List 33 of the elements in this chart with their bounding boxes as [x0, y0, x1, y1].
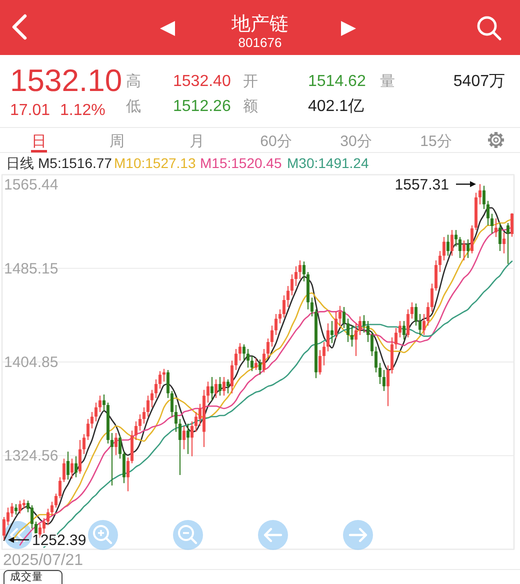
text: 高: [126, 73, 141, 90]
text: 402.1亿: [308, 98, 364, 115]
text: 量: [380, 73, 395, 90]
text: 周: [110, 133, 124, 150]
text: 成交量: [10, 570, 43, 583]
y-tick-label: 1404.85: [4, 354, 58, 372]
chart-title: 地产链: [230, 14, 288, 35]
text: 额: [243, 98, 258, 115]
y-tick-label: 1485.15: [4, 260, 58, 278]
text: 1512.26: [173, 98, 231, 115]
text: M30:1491.24: [287, 155, 369, 171]
legend-title: 日线: [6, 155, 34, 171]
text: 月: [190, 133, 204, 150]
text: 15分: [420, 133, 452, 150]
text: 30分: [340, 133, 372, 150]
text: 1514.62: [308, 73, 366, 90]
text: 日: [32, 133, 46, 150]
text: 60分: [260, 133, 292, 150]
text: 17.01: [10, 102, 50, 119]
text: 1532.40: [173, 73, 231, 90]
text: 2025/07/21: [3, 552, 84, 569]
text: M15:1520.45: [200, 155, 282, 171]
text: 开: [243, 73, 258, 90]
text: 5407万: [453, 73, 505, 90]
y-tick-label: 1565.44: [4, 176, 58, 194]
text: 1532.10: [10, 63, 122, 98]
text: M10:1527.13: [114, 155, 196, 171]
text: 1.12%: [60, 102, 106, 119]
annotation: 1557.31: [394, 176, 449, 194]
chart-subtitle: 801676: [238, 35, 282, 50]
text: 低: [126, 98, 141, 115]
y-tick-label: 1324.56: [4, 448, 58, 465]
text: M5:1516.77: [38, 155, 112, 171]
